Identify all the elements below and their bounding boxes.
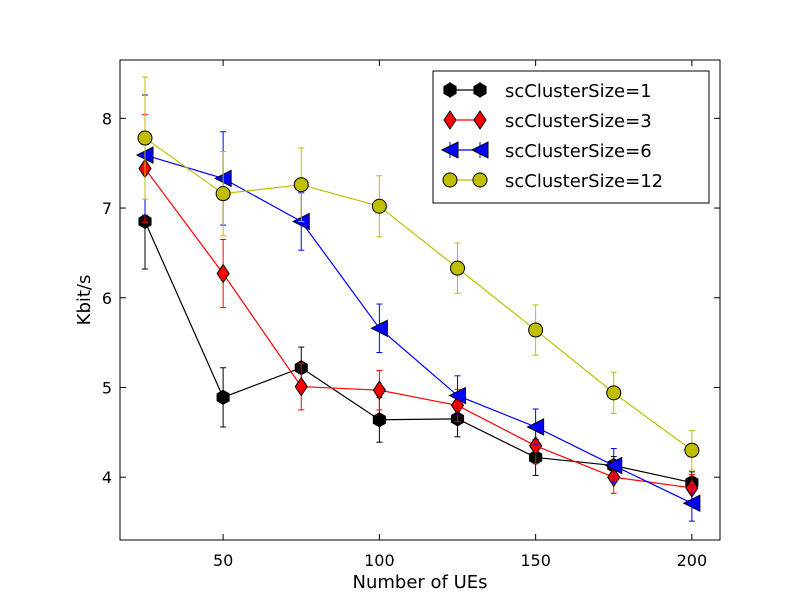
legend-entry: scClusterSize=1 (443, 81, 652, 102)
legend-entry: scClusterSize=12 (442, 171, 663, 192)
legend-marker (473, 82, 487, 98)
series-line (144, 137, 693, 451)
legend-label: scClusterSize=6 (505, 141, 652, 162)
legend-label: scClusterSize=1 (505, 81, 652, 102)
series-layer (135, 76, 701, 522)
data-point (294, 376, 308, 397)
y-axis-label: Kbit/s (74, 275, 95, 326)
legend-marker (443, 82, 457, 98)
y-tick-label: 7 (102, 199, 112, 218)
plot-frame (119, 59, 721, 541)
data-point (606, 385, 622, 401)
data-point (372, 380, 386, 401)
x-tick-label: 100 (364, 551, 395, 570)
data-point (216, 389, 230, 405)
data-point (137, 130, 153, 146)
x-tick-label: 50 (213, 551, 233, 570)
series-line (144, 154, 693, 504)
series-4 (137, 76, 700, 471)
data-point (372, 412, 386, 428)
data-point (293, 177, 309, 193)
series-line (144, 168, 692, 489)
y-tick-label: 4 (102, 468, 112, 487)
legend-marker (472, 172, 488, 188)
legend-entry: scClusterSize=3 (443, 110, 652, 132)
legend-label: scClusterSize=12 (505, 171, 663, 192)
legend-marker (440, 141, 459, 159)
data-point (528, 322, 544, 338)
legend-marker (473, 110, 487, 130)
series-line (144, 221, 693, 484)
legend-marker (442, 172, 458, 188)
x-axis-label: Number of UEs (352, 572, 487, 593)
data-point (450, 260, 465, 276)
data-point (371, 198, 387, 214)
data-point (526, 418, 545, 436)
legend-marker (470, 141, 489, 159)
x-tick-label: 200 (677, 551, 708, 570)
data-point (529, 435, 543, 456)
data-point (216, 263, 230, 284)
data-point (682, 494, 701, 513)
y-tick-label: 5 (102, 378, 112, 397)
legend: scClusterSize=1 scClusterSize=3 scClusterS… (432, 70, 710, 204)
data-point (215, 186, 231, 202)
legend-entry: scClusterSize=6 (440, 141, 652, 162)
data-point (370, 319, 388, 338)
legend-label: scClusterSize=3 (505, 111, 652, 132)
axis-layer: 50 100 150 200 4 5 6 7 8 (102, 60, 720, 570)
y-tick-label: 6 (102, 289, 112, 308)
data-point (684, 442, 700, 458)
y-tick-label: 8 (102, 109, 112, 128)
x-tick-label: 150 (520, 551, 551, 570)
data-point (448, 386, 466, 405)
legend-marker (443, 110, 457, 130)
data-point (604, 456, 623, 475)
